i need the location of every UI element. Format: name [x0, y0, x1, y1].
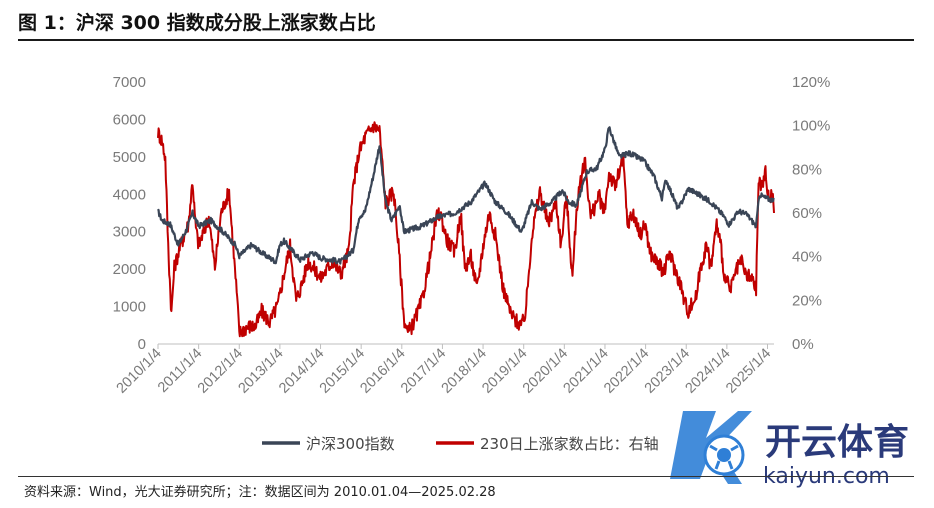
- y-right-tick-label: 40%: [792, 249, 822, 266]
- y-left-tick-label: 0: [138, 336, 146, 353]
- legend-label-ratio: 230日上涨家数占比：右轴: [480, 435, 659, 453]
- y-right-tick-label: 0%: [792, 336, 814, 353]
- axes-group: 0 1000 2000 3000 4000 5000 6000 7000 0% 20% 40% 60%…: [113, 74, 831, 397]
- football-patch-icon: [717, 448, 731, 462]
- y-left-tick-label: 5000: [113, 149, 146, 166]
- y-right-tick-label: 100%: [792, 118, 830, 135]
- y-left-tick-label: 6000: [113, 111, 146, 128]
- y-left-tick-label: 4000: [113, 186, 146, 203]
- legend-label-index: 沪深300指数: [306, 435, 395, 453]
- football-seams-icon: [709, 444, 739, 470]
- y-right-tick-label: 60%: [792, 205, 822, 222]
- source-rule: [18, 476, 914, 477]
- x-tick-label: 2025/1/4: [723, 346, 774, 397]
- series-lines: [157, 121, 775, 338]
- x-tick-label: 2010/1/4: [114, 346, 165, 397]
- y-left-tick-label: 3000: [113, 224, 146, 241]
- title-rule: [18, 39, 914, 41]
- legend: 沪深300指数 230日上涨家数占比：右轴: [262, 435, 659, 453]
- y-left-tick-label: 1000: [113, 299, 146, 316]
- watermark-logo: 开云体育 kaiyun.com: [670, 411, 909, 489]
- watermark-brand: 开云体育: [765, 422, 909, 463]
- y-left-tick-label: 7000: [113, 74, 146, 91]
- y-left-tick-label: 2000: [113, 261, 146, 278]
- y-right-tick-label: 20%: [792, 292, 822, 309]
- chart-title: 图 1：沪深 300 指数成分股上涨家数占比: [18, 12, 376, 34]
- series-line-csi300: [157, 126, 775, 265]
- y-right-tick-label: 120%: [792, 74, 830, 91]
- series-line-advancing-ratio: [157, 121, 775, 338]
- source-note: 资料来源：Wind，光大证券研究所；注：数据区间为 2010.01.04—202…: [24, 485, 496, 500]
- y-right-tick-label: 80%: [792, 161, 822, 178]
